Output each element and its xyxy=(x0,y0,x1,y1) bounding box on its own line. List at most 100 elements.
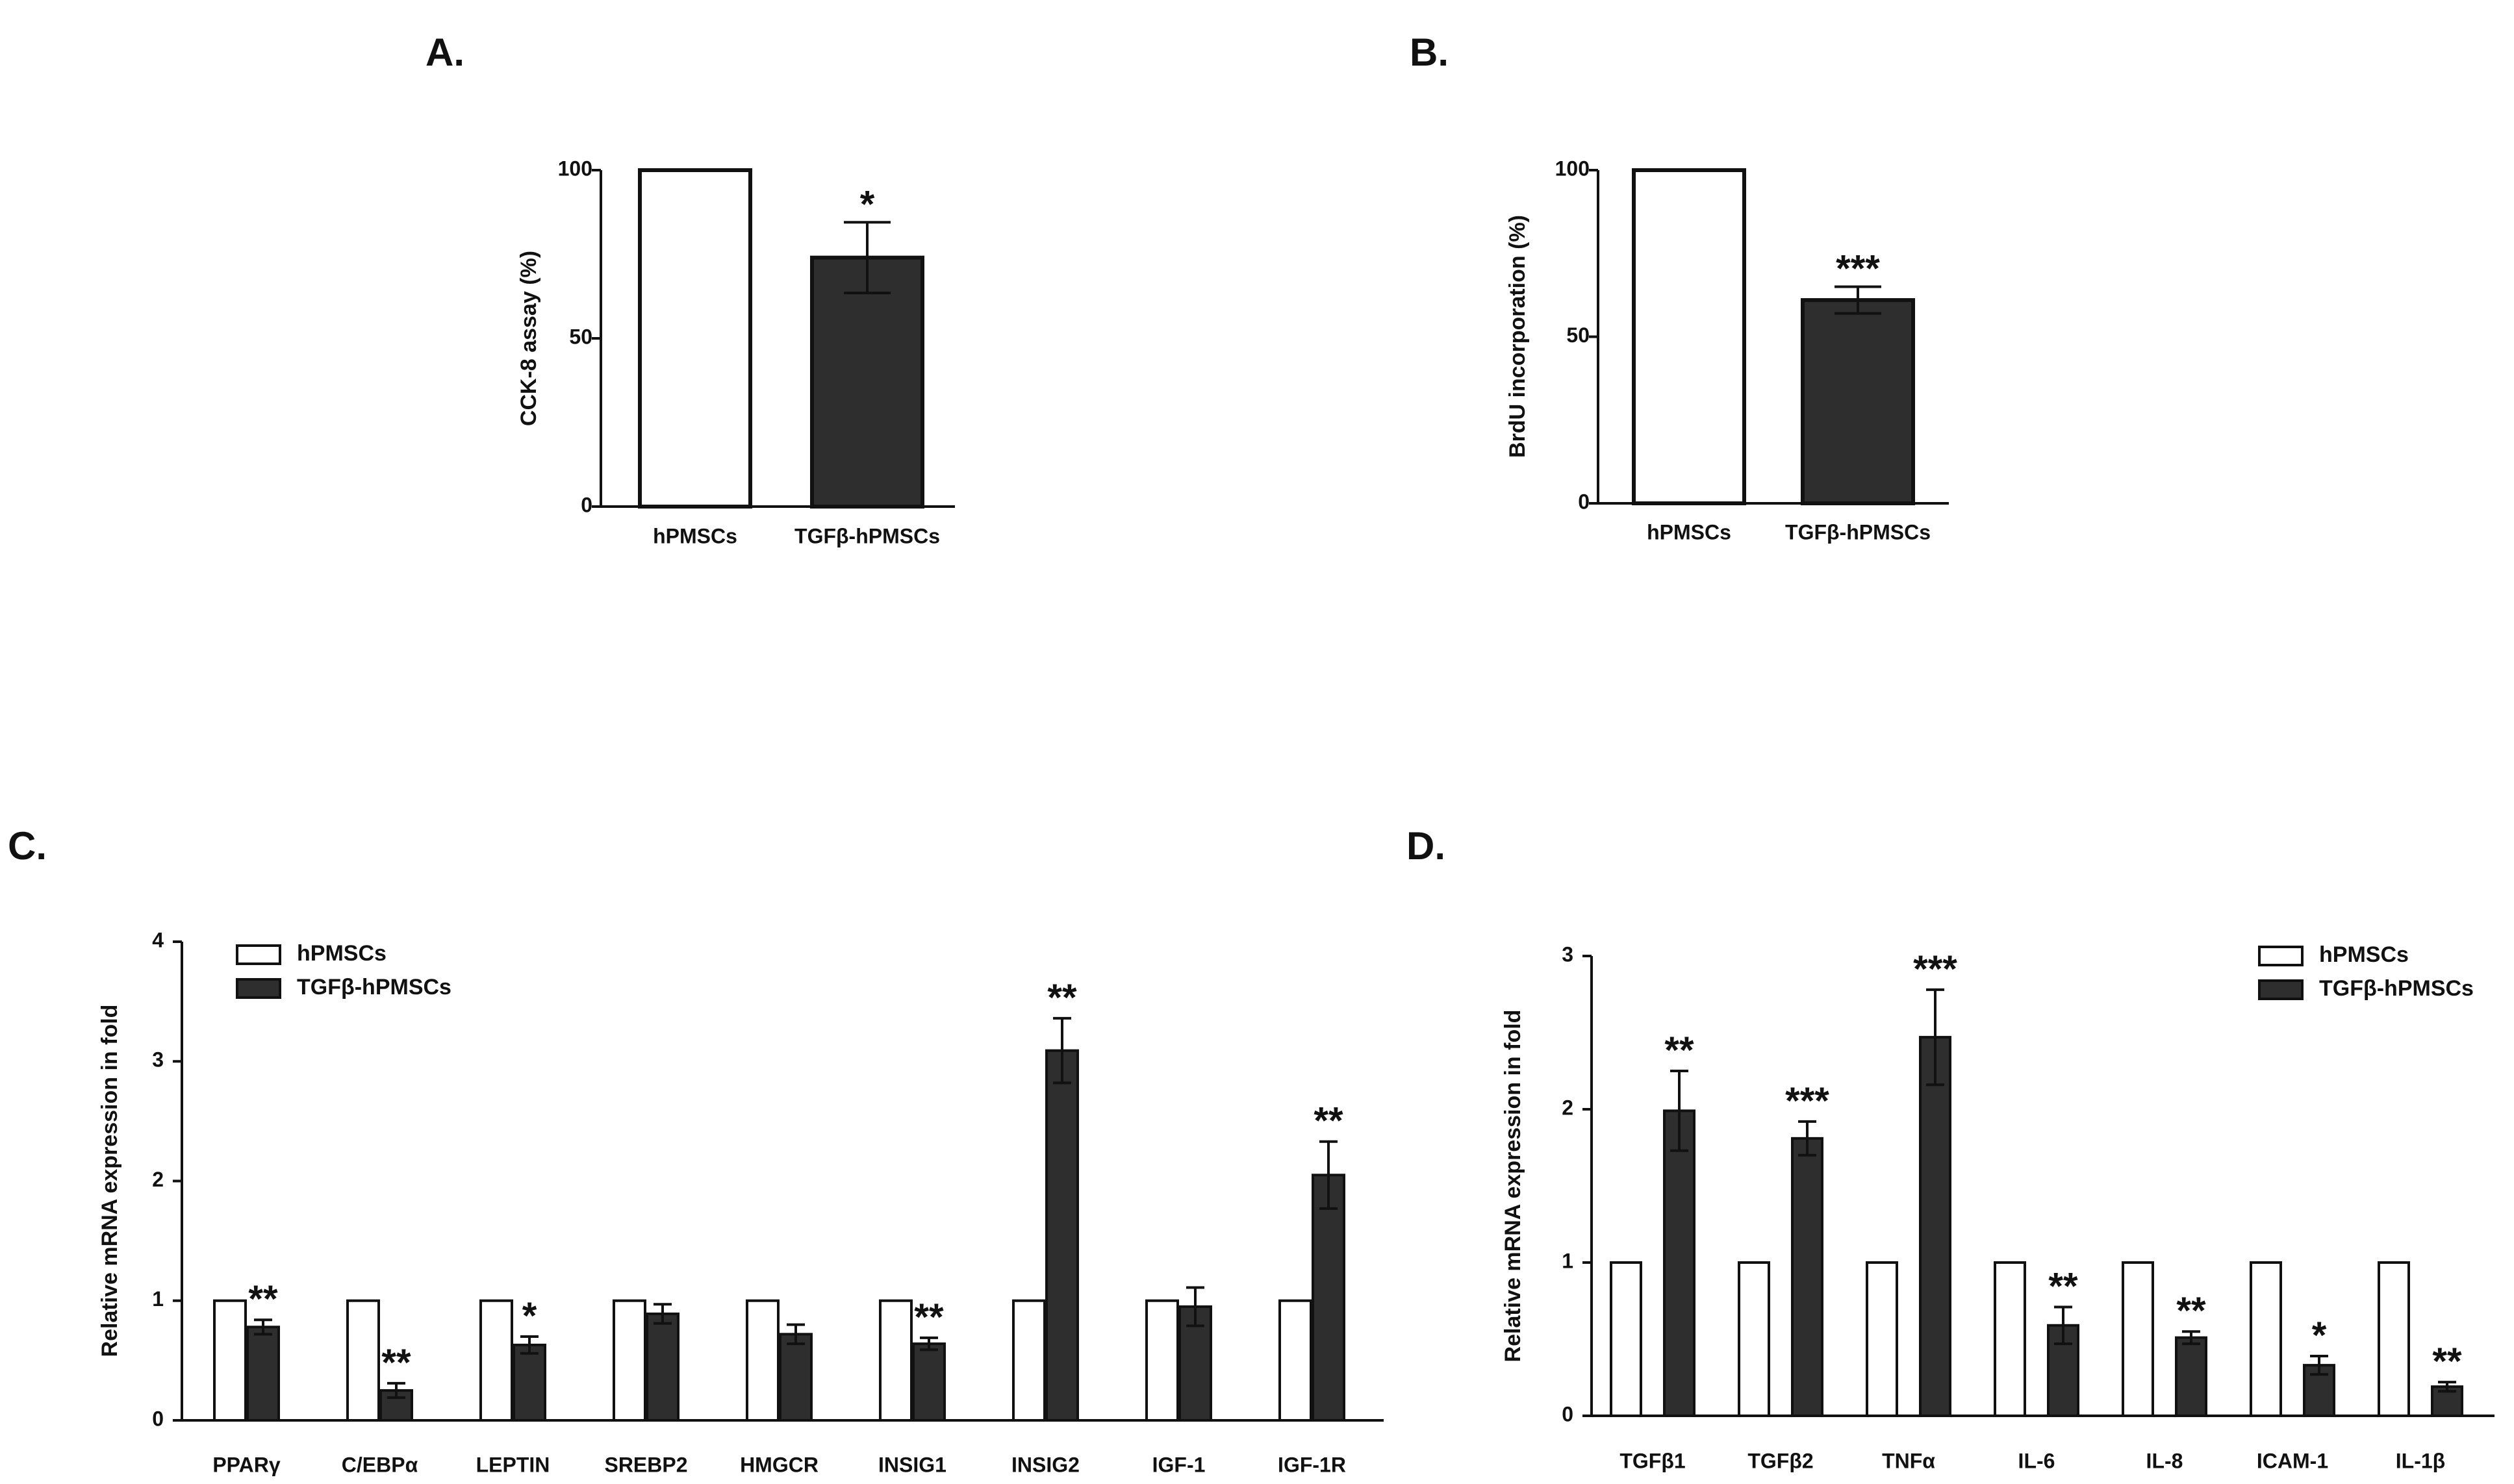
panel-b: B. 0 50 100 BrdU incorporation (%) hPMSCs *** T… xyxy=(1410,31,1949,544)
x-category-label: TGFβ-hPMSCs xyxy=(794,524,940,547)
y-tick-label: 0 xyxy=(1578,490,1590,513)
bar-treated xyxy=(2175,1336,2207,1417)
y-tick-label: 1 xyxy=(152,1287,164,1311)
y-tick-label: 100 xyxy=(1555,157,1590,180)
bar-control xyxy=(2122,1261,2154,1417)
x-category-label: TGFβ2 xyxy=(1747,1449,1813,1472)
bar-control xyxy=(2250,1261,2282,1417)
legend: hPMSCs TGFβ-hPMSCs xyxy=(236,941,451,1000)
y-tick-label: 3 xyxy=(1562,942,1573,966)
significance-label: *** xyxy=(1836,248,1880,290)
y-axis-label: CCK-8 assay (%) xyxy=(516,251,541,426)
significance-label: ** xyxy=(914,1296,944,1339)
x-category-label: HMGCR xyxy=(740,1453,819,1476)
x-category-label: hPMSCs xyxy=(1647,520,1731,544)
y-tick-label: 3 xyxy=(152,1048,164,1072)
bar-control xyxy=(638,168,752,509)
bar-treated xyxy=(1791,1137,1823,1417)
x-category-label: ICAM-1 xyxy=(2257,1449,2328,1472)
x-category-label: LEPTIN xyxy=(476,1453,550,1476)
bar-treated xyxy=(246,1326,280,1422)
significance-label: ** xyxy=(2176,1290,2206,1332)
panel-letter: C. xyxy=(8,824,47,868)
y-tick-label: 100 xyxy=(558,157,592,180)
y-tick-label: 1 xyxy=(1562,1249,1573,1272)
y-tick-label: 50 xyxy=(1566,323,1590,347)
x-category-label: IL-6 xyxy=(2018,1449,2055,1472)
bar-control xyxy=(2378,1261,2410,1417)
bar-control xyxy=(1632,168,1746,505)
bar-treated xyxy=(2303,1364,2335,1418)
significance-label: * xyxy=(522,1295,537,1337)
bar-control xyxy=(213,1299,247,1422)
y-tick-label: 0 xyxy=(1562,1402,1573,1426)
y-axis-label: BrdU incorporation (%) xyxy=(1505,215,1530,458)
significance-label: ** xyxy=(1314,1100,1343,1142)
x-category-label: INSIG2 xyxy=(1011,1453,1080,1476)
x-category-label: TNFα xyxy=(1882,1449,1935,1472)
y-axis-label: Relative mRNA expression in fold xyxy=(1501,1010,1525,1363)
panel-a: A. 0 50 100 CCK-8 assay (%) hPMSCs * TGFβ-hPMSC… xyxy=(425,31,955,547)
bar-treated xyxy=(646,1313,679,1422)
legend-swatch xyxy=(2258,979,2304,1000)
significance-label: *** xyxy=(1785,1080,1829,1122)
legend-swatch xyxy=(236,944,281,965)
bar-control xyxy=(1610,1261,1642,1417)
bar-control xyxy=(1866,1261,1898,1417)
significance-label: * xyxy=(2312,1314,2327,1357)
significance-label: ** xyxy=(1047,977,1077,1019)
legend-label: hPMSCs xyxy=(297,941,387,966)
panel-c: C. 0 1 2 3 4 Relative mRNA expression in fold *… xyxy=(8,824,1384,1476)
x-category-label: TGFβ-hPMSCs xyxy=(1785,520,1931,544)
y-tick-label: 50 xyxy=(569,325,592,348)
y-tick-label: 0 xyxy=(152,1407,164,1430)
x-category-label: IL-8 xyxy=(2146,1449,2183,1472)
significance-label: *** xyxy=(1913,948,1957,990)
bar-treated xyxy=(912,1342,946,1422)
bar-control xyxy=(613,1299,646,1422)
y-tick-label: 2 xyxy=(152,1168,164,1191)
panel-letter: A. xyxy=(425,31,464,74)
x-category-label: TGFβ1 xyxy=(1619,1449,1685,1472)
bar-treated xyxy=(513,1343,546,1422)
bar-treated xyxy=(810,255,924,509)
x-category-label: INSIG1 xyxy=(878,1453,946,1476)
panel-letter: D. xyxy=(1406,824,1445,868)
y-axis-label: Relative mRNA expression in fold xyxy=(97,1005,122,1357)
x-category-label: C/EBPα xyxy=(342,1453,418,1476)
y-tick-label: 4 xyxy=(152,928,164,951)
bar-control xyxy=(879,1299,913,1422)
x-category-label: IGF-1 xyxy=(1152,1453,1206,1476)
significance-label: ** xyxy=(381,1342,411,1384)
y-tick-label: 0 xyxy=(581,493,592,516)
bar-control xyxy=(1145,1299,1179,1422)
legend-label: TGFβ-hPMSCs xyxy=(2319,976,2474,1001)
bar-treated xyxy=(1919,1036,1951,1417)
significance-label: * xyxy=(860,183,875,225)
panel-letter: B. xyxy=(1410,31,1449,74)
legend-swatch xyxy=(236,978,281,999)
bar-control xyxy=(479,1299,513,1422)
bar-control xyxy=(346,1299,380,1422)
x-category-label: IGF-1R xyxy=(1278,1453,1346,1476)
x-category-label: SREBP2 xyxy=(604,1453,687,1476)
bar-treated xyxy=(1663,1109,1695,1417)
bar-control xyxy=(1994,1261,2026,1417)
significance-label: ** xyxy=(248,1278,278,1320)
x-category-label: hPMSCs xyxy=(653,524,737,547)
bar-treated xyxy=(779,1333,813,1422)
legend-label: TGFβ-hPMSCs xyxy=(297,975,451,1000)
x-category-label: IL-1β xyxy=(2396,1449,2445,1472)
legend-label: hPMSCs xyxy=(2319,942,2409,967)
legend-swatch xyxy=(2258,946,2304,966)
bar-control xyxy=(1012,1299,1046,1422)
bar-control xyxy=(746,1299,780,1422)
bar-control xyxy=(1278,1299,1312,1422)
x-category-label: PPARγ xyxy=(212,1453,281,1476)
y-tick-label: 2 xyxy=(1562,1096,1573,1119)
significance-label: ** xyxy=(1664,1029,1694,1072)
bar-treated xyxy=(1045,1049,1079,1422)
